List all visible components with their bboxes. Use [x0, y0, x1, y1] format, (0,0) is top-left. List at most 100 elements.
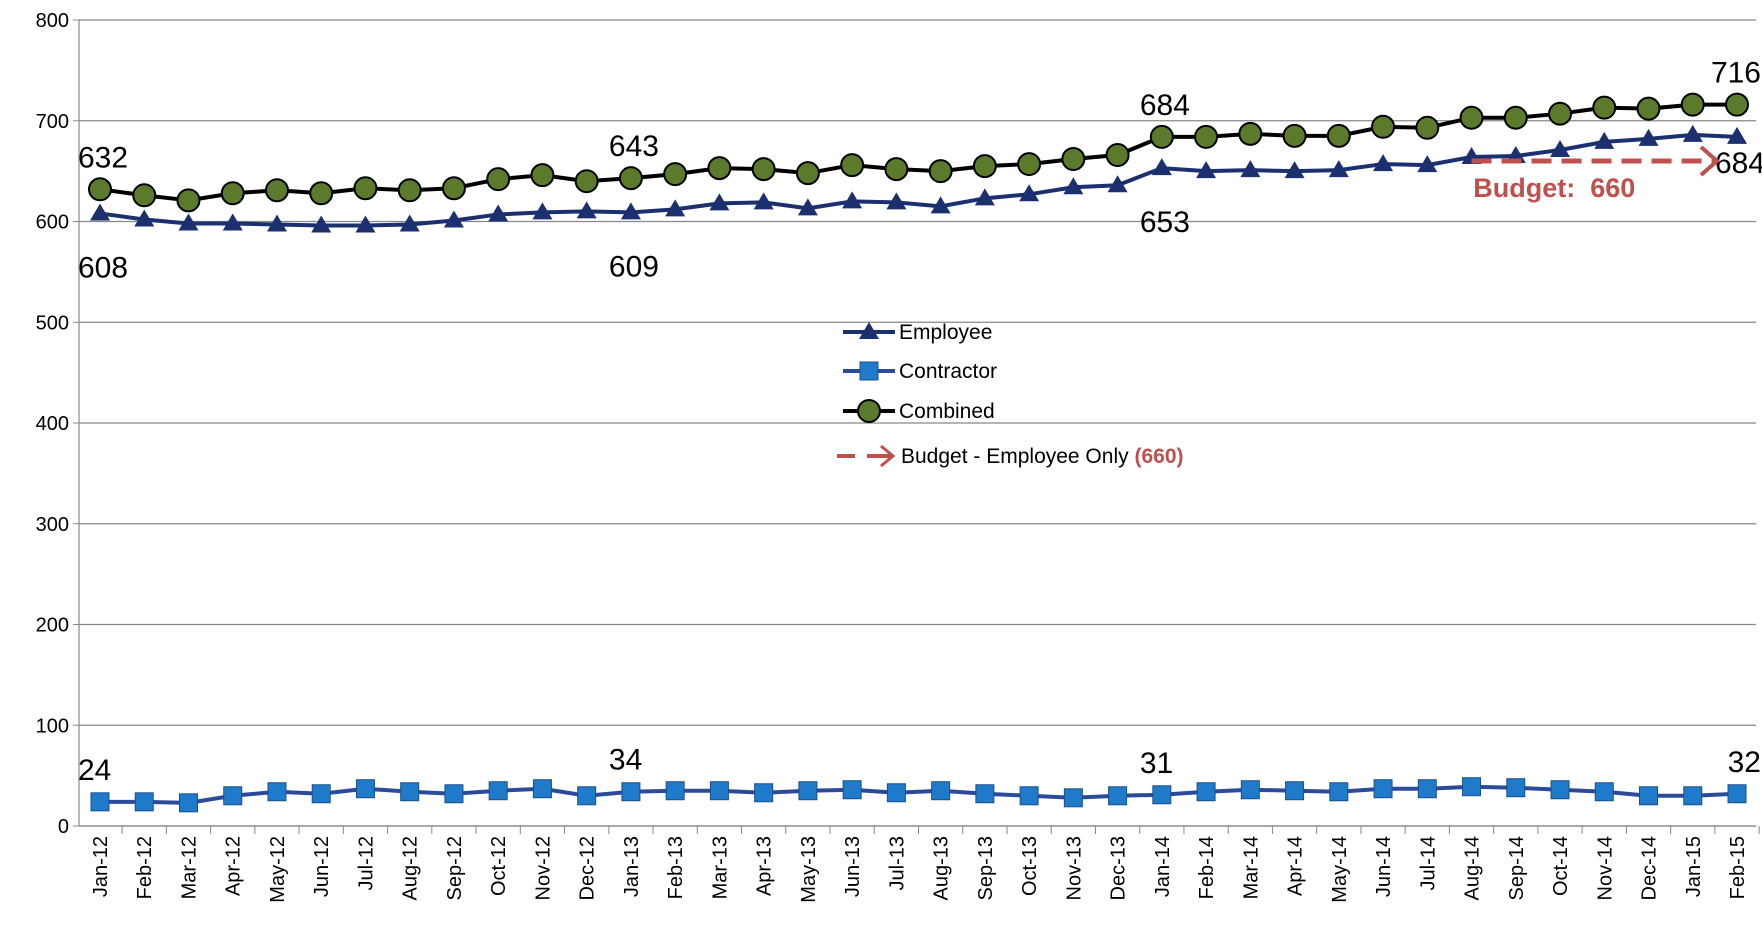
- marker: [1415, 115, 1440, 140]
- marker: [1727, 784, 1747, 804]
- x-tick-label: Oct-14: [1550, 836, 1572, 896]
- marker: [1063, 177, 1084, 195]
- marker: [620, 202, 641, 220]
- marker: [1506, 778, 1526, 798]
- marker: [754, 783, 774, 803]
- marker: [1063, 788, 1083, 808]
- budget-annotation: Budget: 660: [1473, 173, 1635, 203]
- marker: [488, 204, 509, 222]
- marker: [859, 322, 879, 339]
- marker: [1326, 123, 1351, 148]
- marker: [176, 188, 201, 213]
- marker: [1152, 785, 1172, 805]
- marker: [178, 213, 199, 231]
- marker: [397, 178, 422, 203]
- marker: [532, 779, 552, 799]
- legend-label: Budget - Employee Only (660): [901, 445, 1184, 468]
- x-tick-label: May-13: [798, 836, 820, 903]
- marker: [1107, 175, 1128, 193]
- x-tick-label: May-12: [267, 836, 289, 903]
- marker: [1683, 786, 1703, 806]
- series: 632 643 684 716: [78, 57, 1761, 213]
- marker: [1238, 121, 1263, 146]
- marker: [1680, 92, 1705, 117]
- marker: [1636, 96, 1661, 121]
- x-tick-label: Nov-13: [1063, 836, 1085, 900]
- x-tick-label: Jun-13: [842, 836, 864, 897]
- marker: [928, 159, 953, 184]
- marker: [443, 210, 464, 228]
- marker: [1417, 155, 1438, 173]
- data-label: 24: [78, 754, 111, 787]
- marker: [842, 780, 862, 800]
- x-tick-label: Mar-13: [709, 836, 731, 899]
- y-tick-label: 400: [36, 413, 69, 435]
- marker: [576, 201, 597, 219]
- marker: [574, 169, 599, 194]
- x-tick-label: Aug-12: [400, 836, 422, 901]
- marker: [1284, 161, 1305, 179]
- marker: [1019, 184, 1040, 202]
- marker: [488, 781, 508, 801]
- marker: [530, 163, 555, 188]
- marker: [1682, 124, 1703, 142]
- marker: [1373, 779, 1393, 799]
- x-tick-label: Apr-14: [1285, 836, 1307, 896]
- x-tick-label: Jun-12: [311, 836, 333, 897]
- data-label: 609: [609, 250, 659, 283]
- marker: [90, 203, 110, 221]
- marker: [795, 161, 820, 186]
- data-label: 684: [1140, 89, 1190, 122]
- marker: [1285, 781, 1305, 801]
- marker: [797, 198, 818, 216]
- series: 24 34 31 32: [78, 744, 1761, 813]
- marker: [1105, 143, 1130, 168]
- marker: [178, 793, 198, 813]
- marker: [266, 214, 287, 232]
- x-tick-label: Oct-12: [488, 836, 510, 896]
- marker: [1725, 92, 1749, 117]
- marker: [134, 792, 154, 812]
- legend-budget-value: (660): [1134, 445, 1183, 468]
- x-tick-label: Oct-13: [1019, 836, 1041, 896]
- x-tick-label: Jul-12: [355, 836, 377, 890]
- marker: [665, 781, 685, 801]
- marker: [355, 779, 375, 799]
- budget-arrowhead: [1699, 145, 1721, 177]
- x-tick-label: Nov-12: [532, 836, 554, 900]
- x-tick-label: Sep-12: [444, 836, 466, 901]
- marker: [1329, 782, 1349, 802]
- marker: [264, 178, 289, 203]
- legend-label: Employee: [899, 321, 992, 344]
- data-label: 716: [1711, 57, 1761, 90]
- marker: [1417, 779, 1437, 799]
- marker: [1019, 786, 1039, 806]
- marker: [311, 215, 332, 233]
- x-tick-label: Feb-15: [1727, 836, 1749, 899]
- marker: [1151, 158, 1172, 176]
- legend-label: Combined: [899, 400, 995, 423]
- x-tick-label: Jan-15: [1683, 836, 1705, 897]
- x-tick-label: Apr-12: [223, 836, 245, 896]
- marker: [1373, 154, 1394, 172]
- marker: [618, 166, 643, 191]
- marker: [886, 783, 906, 803]
- y-tick-label: 500: [36, 312, 69, 334]
- x-tick-label: Feb-13: [665, 836, 687, 899]
- marker: [975, 784, 995, 804]
- series: 608 609 653 684: [78, 124, 1762, 284]
- marker: [1149, 124, 1174, 149]
- marker: [931, 781, 951, 801]
- line: [100, 784, 1738, 805]
- marker: [798, 781, 818, 801]
- marker: [1240, 160, 1261, 178]
- y-tick-label: 100: [36, 715, 69, 737]
- marker: [222, 213, 243, 231]
- x-tick-label: Sep-13: [975, 836, 997, 901]
- data-label: 608: [78, 251, 128, 284]
- data-label: 34: [609, 744, 642, 777]
- marker: [709, 193, 730, 211]
- marker: [621, 782, 641, 802]
- marker: [400, 782, 420, 802]
- marker: [90, 792, 110, 812]
